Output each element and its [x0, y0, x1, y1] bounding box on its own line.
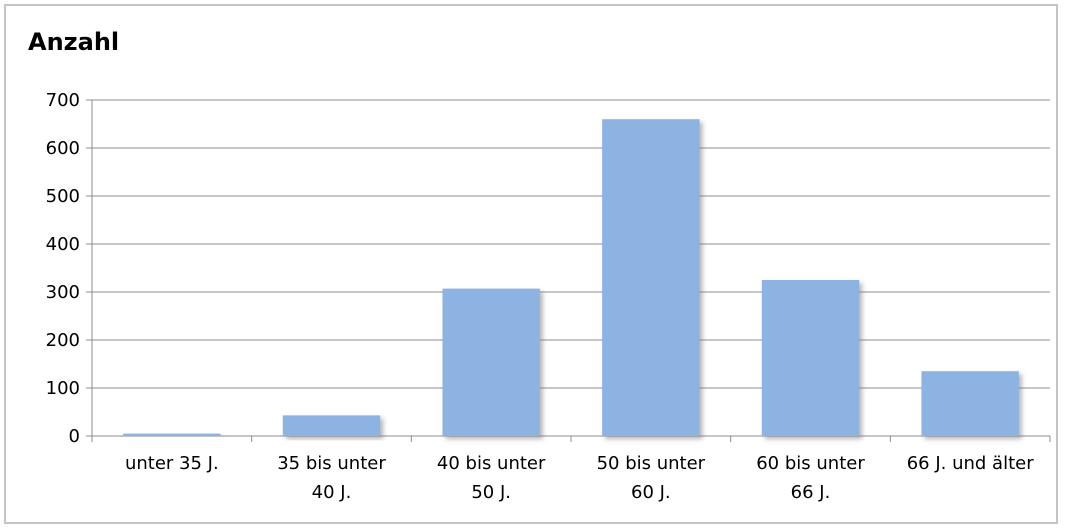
y-tick-label: 500	[46, 186, 80, 207]
y-tick-label: 0	[69, 426, 80, 447]
y-tick-label: 100	[46, 378, 80, 399]
bar	[761, 280, 860, 436]
grid-lines	[92, 99, 1050, 389]
y-tick-label: 200	[46, 330, 80, 351]
x-category-label: 66 J. und älter	[907, 453, 1035, 474]
y-tick-label: 300	[46, 282, 80, 303]
labels: 0 100 200 300 400 500 600 700 unter 35 J. 35 bis …	[46, 90, 1035, 503]
bar	[602, 119, 700, 436]
x-category-label: 50 bis unter 60 J.	[597, 453, 706, 503]
y-tick-label: 400	[46, 234, 80, 255]
y-tick-label: 600	[46, 138, 80, 159]
bar	[282, 415, 381, 436]
x-category-label: 40 bis unter 50 J.	[437, 453, 546, 503]
x-category-label: 60 bis unter 66 J.	[756, 453, 865, 503]
bar	[442, 288, 540, 436]
axes	[86, 99, 1051, 442]
chart-title: Anzahl	[28, 28, 120, 56]
x-category-label: unter 35 J.	[125, 453, 219, 474]
x-category-label: 35 bis unter 40 J.	[277, 453, 386, 503]
bars	[123, 119, 1019, 436]
y-tick-label: 700	[46, 90, 80, 111]
chart-frame	[4, 4, 1058, 524]
bar	[921, 371, 1019, 436]
bar	[123, 433, 221, 436]
